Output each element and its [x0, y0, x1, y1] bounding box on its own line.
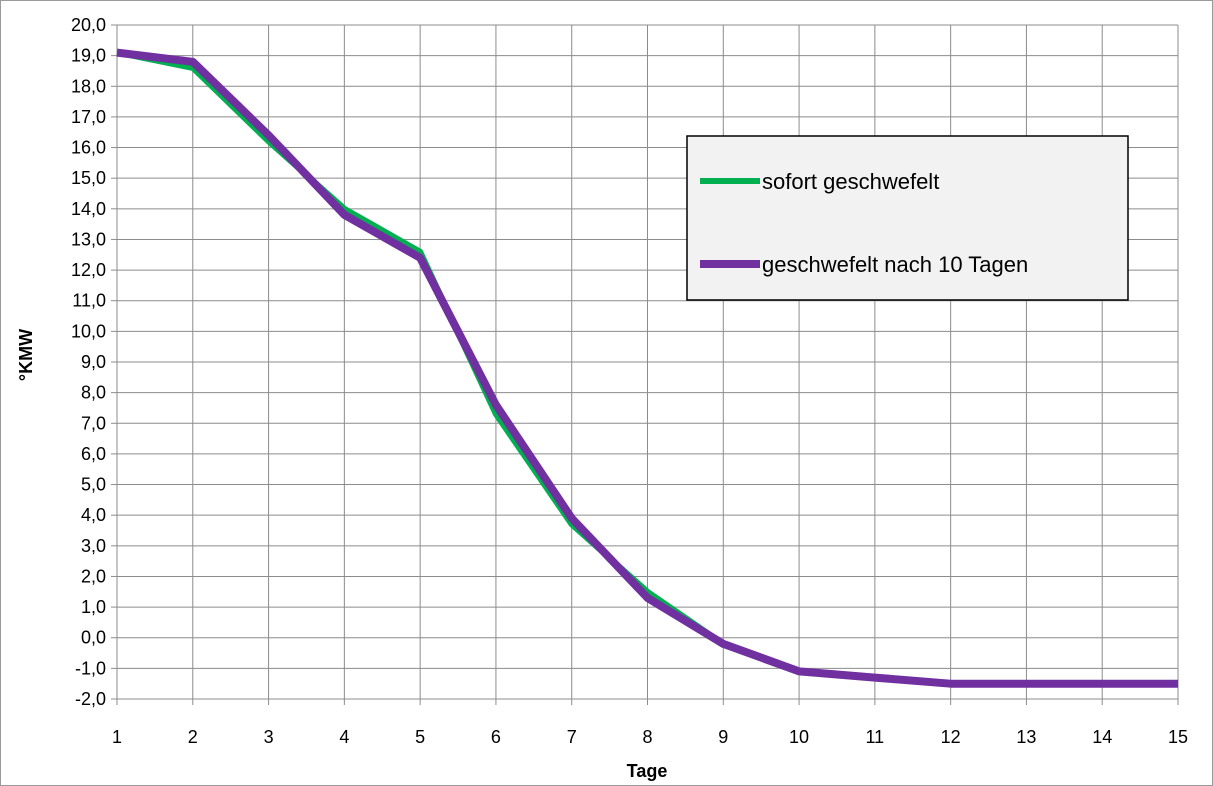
x-tick-label: 11 — [866, 727, 885, 747]
x-tick-label: 4 — [339, 727, 349, 747]
grid — [116, 24, 1179, 700]
y-axis-title: °KMW — [16, 329, 36, 381]
x-tick-label: 12 — [941, 727, 961, 747]
x-tick-label: 9 — [718, 727, 728, 747]
y-tick-label: 8,0 — [81, 383, 106, 403]
legend-box — [686, 135, 1129, 301]
x-tick-label: 7 — [567, 727, 577, 747]
x-axis-ticks: 1 2 3 4 5 6 7 8 9 10 11 12 13 14 15 — [112, 699, 1188, 747]
y-tick-label: 13,0 — [71, 229, 106, 249]
y-tick-label: 9,0 — [81, 352, 106, 372]
y-tick-label: 14,0 — [71, 199, 106, 219]
x-tick-label: 1 — [112, 727, 122, 747]
y-axis-ticks: -2,0 -1,0 0,0 1,0 2,0 3,0 4,0 5,0 6,0 7,0 8,0 9,0 10… — [71, 15, 117, 709]
legend-label-geschwefelt-nach-10-tagen: geschwefelt nach 10 Tagen — [762, 252, 1028, 277]
y-tick-label: 5,0 — [81, 475, 106, 495]
y-tick-label: 4,0 — [81, 505, 106, 525]
y-tick-label: 0,0 — [81, 628, 106, 648]
y-tick-label: 7,0 — [81, 413, 106, 433]
x-tick-label: 6 — [491, 727, 501, 747]
y-tick-label: 19,0 — [71, 46, 106, 66]
y-tick-label: 3,0 — [81, 536, 106, 556]
legend-label-sofort-geschwefelt: sofort geschwefelt — [762, 169, 939, 194]
x-axis-title: Tage — [627, 761, 668, 781]
x-tick-label: 5 — [415, 727, 425, 747]
y-tick-label: 16,0 — [71, 138, 106, 158]
y-tick-label: -1,0 — [75, 658, 106, 678]
x-tick-label: 3 — [264, 727, 274, 747]
legend: sofort geschwefelt geschwefelt nach 10 T… — [686, 135, 1129, 301]
x-tick-label: 8 — [642, 727, 652, 747]
y-tick-label: 6,0 — [81, 444, 106, 464]
y-tick-label: 15,0 — [71, 168, 106, 188]
x-tick-label: 2 — [188, 727, 198, 747]
y-tick-label: 20,0 — [71, 15, 106, 35]
x-tick-label: 15 — [1168, 727, 1188, 747]
series-lines — [116, 48, 1178, 688]
y-tick-label: -2,0 — [75, 689, 106, 709]
y-tick-label: 17,0 — [71, 107, 106, 127]
y-tick-label: 12,0 — [71, 260, 106, 280]
series-line-geschwefelt-nach-10-tagen — [116, 48, 1178, 688]
x-tick-label: 10 — [789, 727, 809, 747]
y-tick-label: 10,0 — [71, 321, 106, 341]
x-tick-label: 14 — [1092, 727, 1112, 747]
x-tick-label: 13 — [1016, 727, 1036, 747]
y-tick-label: 1,0 — [81, 597, 106, 617]
y-tick-label: 2,0 — [81, 566, 106, 586]
y-tick-label: 11,0 — [72, 291, 106, 311]
y-tick-label: 18,0 — [71, 76, 106, 96]
